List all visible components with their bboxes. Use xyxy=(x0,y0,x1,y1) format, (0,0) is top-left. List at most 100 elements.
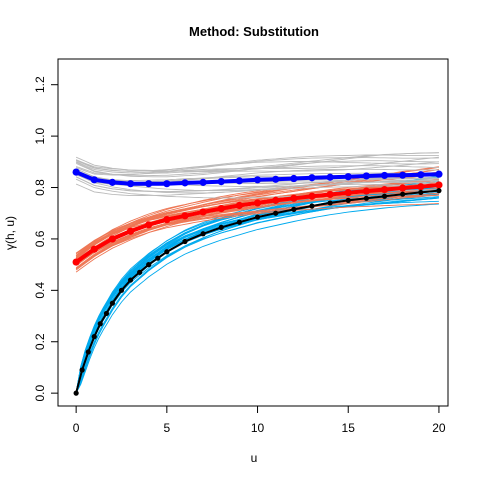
series-point xyxy=(145,221,153,229)
series-point xyxy=(90,245,98,253)
ensemble-curve xyxy=(75,157,439,174)
series-point xyxy=(435,170,443,178)
series-point xyxy=(326,173,334,181)
series-point xyxy=(217,178,225,186)
series-point xyxy=(217,204,225,213)
ensemble-curve xyxy=(75,183,439,197)
series-point xyxy=(273,210,279,216)
series-point xyxy=(181,179,189,187)
series-point xyxy=(79,367,85,373)
series-point xyxy=(235,201,243,210)
series-point xyxy=(381,193,388,199)
series-point xyxy=(126,180,135,188)
series-point xyxy=(436,188,442,194)
series-point xyxy=(380,185,389,194)
x-tick-label: 15 xyxy=(342,421,356,435)
x-tick-label: 0 xyxy=(73,421,80,435)
series-point xyxy=(182,238,188,245)
series-point xyxy=(126,227,135,235)
ensemble-curve xyxy=(75,152,439,172)
series-point xyxy=(181,212,189,220)
series-point xyxy=(291,206,297,212)
x-tick-label: 10 xyxy=(251,421,265,435)
ensemble-curve xyxy=(75,170,439,182)
y-tick-label: 1.2 xyxy=(33,76,47,93)
series-point xyxy=(163,216,171,224)
series-point xyxy=(163,180,171,188)
ensemble-curve xyxy=(75,181,439,394)
series-point xyxy=(345,197,351,203)
ensemble-curve xyxy=(75,176,439,193)
series-point xyxy=(90,176,98,184)
series-point xyxy=(380,171,389,180)
series-group xyxy=(72,168,443,396)
series-point xyxy=(254,214,261,220)
y-tick-label: 0.4 xyxy=(33,282,47,299)
series-point xyxy=(417,183,425,191)
series-point xyxy=(308,192,316,200)
series-point xyxy=(326,190,334,199)
series-point xyxy=(308,174,316,182)
x-tick-label: 5 xyxy=(163,421,170,435)
series-point xyxy=(362,172,370,180)
series-point xyxy=(418,189,424,196)
y-tick-label: 1.0 xyxy=(33,127,47,144)
y-axis: 0.0 0.2 0.4 0.6 0.8 1.0 1.2 xyxy=(33,76,59,401)
y-tick-label: 0.0 xyxy=(33,384,47,401)
series-point xyxy=(137,269,143,275)
ensemble-curve xyxy=(75,194,439,394)
series-point xyxy=(417,171,425,179)
series-point xyxy=(118,287,125,293)
y-tick-label: 0.6 xyxy=(33,230,47,247)
series-point xyxy=(235,177,243,185)
x-axis: 0 5 10 15 20 xyxy=(73,405,446,435)
x-axis-label: u xyxy=(251,451,258,465)
series-point xyxy=(146,262,152,268)
series-point xyxy=(127,277,134,283)
series-point xyxy=(272,196,280,204)
series-point xyxy=(199,178,207,186)
series-point xyxy=(91,334,97,340)
series-point xyxy=(103,310,110,317)
series-point xyxy=(272,175,280,183)
series-point xyxy=(108,235,117,243)
series-point xyxy=(253,199,262,207)
series-point xyxy=(399,171,407,179)
series-point xyxy=(97,321,103,327)
ensemble-curve xyxy=(75,161,439,175)
series-point xyxy=(309,203,315,209)
series-point xyxy=(400,191,406,197)
y-axis-label: γ(h, u) xyxy=(3,216,17,250)
chart-title: Method: Substitution xyxy=(189,24,319,39)
series-point xyxy=(72,258,80,266)
series-point xyxy=(344,173,352,181)
series-point xyxy=(108,178,117,186)
series-point xyxy=(290,174,298,183)
series-point xyxy=(155,255,161,261)
series-point xyxy=(85,349,91,355)
series-point xyxy=(218,224,224,230)
ensemble-curve xyxy=(75,173,439,259)
series-point xyxy=(109,300,116,306)
series-point xyxy=(363,195,369,201)
ensemble-curve xyxy=(75,169,439,260)
series-point xyxy=(253,176,262,184)
ensemble-curve xyxy=(75,203,439,394)
series-line xyxy=(75,189,439,394)
series-point xyxy=(73,390,79,396)
y-tick-label: 0.2 xyxy=(33,333,47,350)
x-tick-label: 20 xyxy=(432,421,446,435)
series-point xyxy=(399,184,407,192)
series-point xyxy=(72,168,80,176)
series-point xyxy=(199,208,207,216)
y-tick-label: 0.8 xyxy=(33,179,47,196)
series-point xyxy=(200,231,206,237)
series-point xyxy=(362,187,370,195)
series-point xyxy=(290,194,298,202)
series-point xyxy=(164,249,170,255)
series-point xyxy=(236,219,242,225)
series-point xyxy=(327,200,333,206)
ensemble-curve xyxy=(75,184,439,266)
ensemble-curve xyxy=(75,202,439,269)
